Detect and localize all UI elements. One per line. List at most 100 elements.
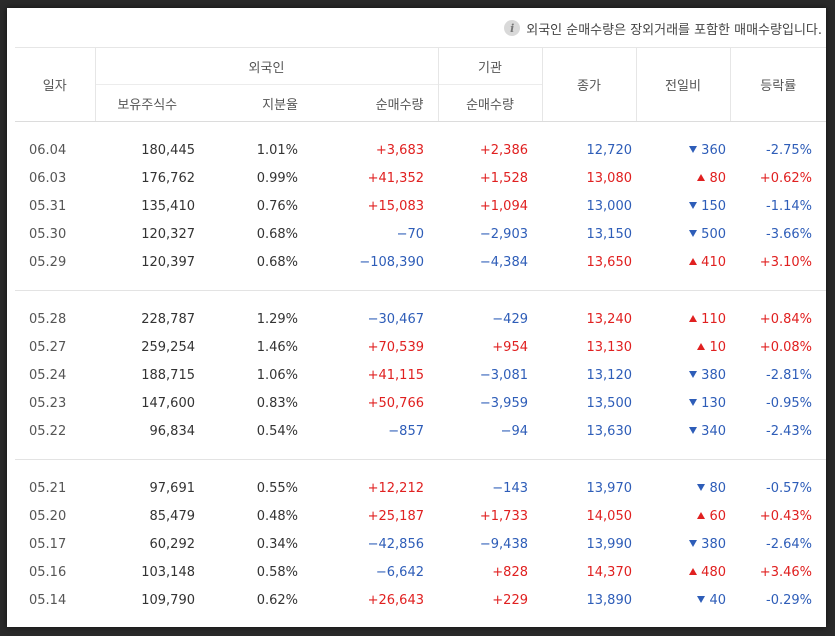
close-price-cell: 12,720 — [586, 142, 633, 158]
table-row: 06.04 180,445 1.01% +3,683 +2,386 12,720 360 -2… — [15, 136, 826, 164]
change-rate-cell: -0.57% — [766, 480, 812, 496]
foreign-net-cell: +15,083 — [367, 198, 424, 214]
group-spacer — [15, 445, 826, 460]
close-price-cell: 13,970 — [586, 480, 633, 496]
shares-held-cell: 228,787 — [141, 311, 195, 327]
change-cell: 10 — [636, 333, 730, 361]
header-institution: 기관 — [437, 47, 542, 85]
change-rate-cell: +0.84% — [759, 311, 812, 327]
divider-line — [15, 290, 826, 291]
change-rate-cell: -2.81% — [766, 367, 812, 383]
change-rate-cell: -0.29% — [766, 592, 812, 608]
table-body: 06.04 180,445 1.01% +3,683 +2,386 12,720 360 -2… — [15, 122, 826, 628]
change-cell: 80 — [636, 164, 730, 192]
change-value: 80 — [709, 480, 726, 496]
group-spacer — [15, 276, 826, 291]
change-rate-cell: +3.10% — [759, 254, 812, 270]
change-value: 80 — [709, 170, 726, 186]
notice-bar: i 외국인 순매수량은 장외거래를 포함한 매매수량입니다. — [504, 18, 822, 38]
close-price-cell: 13,000 — [586, 198, 633, 214]
header-date: 일자 — [15, 47, 95, 122]
change-value: 130 — [701, 395, 726, 411]
table-row: 05.21 97,691 0.55% +12,212 −143 13,970 80 -0.57… — [15, 474, 826, 502]
table-row: 05.16 103,148 0.58% −6,642 +828 14,370 480 +3.4… — [15, 558, 826, 586]
inst-net-cell: +1,528 — [479, 170, 528, 186]
date-cell: 05.28 — [29, 311, 67, 327]
shares-held-cell: 188,715 — [141, 367, 195, 383]
date-cell: 06.04 — [29, 142, 67, 158]
info-icon[interactable]: i — [504, 20, 521, 36]
close-price-cell: 13,990 — [586, 536, 633, 552]
change-rate-cell: -2.64% — [766, 536, 812, 552]
close-price-cell: 13,080 — [586, 170, 633, 186]
investor-trading-panel: i 외국인 순매수량은 장외거래를 포함한 매매수량입니다. 일자 외국인 기관… — [7, 8, 826, 627]
change-rate-cell: -0.95% — [766, 395, 812, 411]
triangle-down-icon — [697, 595, 706, 603]
close-price-cell: 13,120 — [586, 367, 633, 383]
shares-held-cell: 60,292 — [149, 536, 196, 552]
change-rate-cell: -2.75% — [766, 142, 812, 158]
change-cell: 380 — [636, 361, 730, 389]
change-cell: 40 — [636, 586, 730, 614]
date-cell: 05.29 — [29, 254, 67, 270]
table-row: 05.23 147,600 0.83% +50,766 −3,959 13,500 130 -… — [15, 389, 826, 417]
foreign-net-cell: +50,766 — [367, 395, 424, 411]
shares-held-cell: 180,445 — [141, 142, 195, 158]
table-row: 05.22 96,834 0.54% −857 −94 13,630 340 -2.43% — [15, 417, 826, 445]
change-cell: 340 — [636, 417, 730, 445]
table-row: 05.31 135,410 0.76% +15,083 +1,094 13,000 150 -… — [15, 192, 826, 220]
inst-net-cell: +2,386 — [479, 142, 528, 158]
divider-line — [15, 459, 826, 460]
header-inst-net: 순매수량 — [437, 84, 542, 122]
table-row: 06.03 176,762 0.99% +41,352 +1,528 13,080 80 +0… — [15, 164, 826, 192]
change-value: 380 — [701, 536, 726, 552]
change-value: 480 — [701, 564, 726, 580]
close-price-cell: 13,630 — [586, 423, 633, 439]
table-row: 05.27 259,254 1.46% +70,539 +954 13,130 10 +0.0… — [15, 333, 826, 361]
shares-held-cell: 147,600 — [141, 395, 195, 411]
table-row: 05.28 228,787 1.29% −30,467 −429 13,240 110 +0.… — [15, 305, 826, 333]
inst-net-cell: −9,438 — [479, 536, 528, 552]
change-rate-cell: -2.43% — [766, 423, 812, 439]
change-value: 110 — [701, 311, 726, 327]
foreign-net-cell: −70 — [396, 226, 424, 242]
inst-net-cell: +1,733 — [479, 508, 528, 524]
shares-held-cell: 259,254 — [141, 339, 195, 355]
holding-ratio-cell: 0.48% — [256, 508, 298, 524]
close-price-cell: 13,650 — [586, 254, 633, 270]
change-value: 360 — [701, 142, 726, 158]
shares-held-cell: 97,691 — [149, 480, 196, 496]
group-spacer — [15, 460, 826, 474]
change-cell: 380 — [636, 530, 730, 558]
shares-held-cell: 103,148 — [141, 564, 195, 580]
change-cell: 410 — [636, 248, 730, 276]
date-cell: 05.30 — [29, 226, 67, 242]
date-cell: 06.03 — [29, 170, 67, 186]
change-rate-cell: +0.62% — [759, 170, 812, 186]
close-price-cell: 14,370 — [586, 564, 633, 580]
foreign-net-cell: +70,539 — [367, 339, 424, 355]
triangle-up-icon — [689, 314, 698, 322]
triangle-down-icon — [689, 398, 698, 406]
shares-held-cell: 85,479 — [149, 508, 196, 524]
date-cell: 05.31 — [29, 198, 67, 214]
close-price-cell: 14,050 — [586, 508, 633, 524]
foreign-net-cell: +41,115 — [367, 367, 424, 383]
change-value: 150 — [701, 198, 726, 214]
inst-net-cell: +229 — [492, 592, 528, 608]
foreign-net-cell: +25,187 — [367, 508, 424, 524]
triangle-down-icon — [689, 201, 698, 209]
holding-ratio-cell: 0.58% — [256, 564, 298, 580]
header-rate: 등락률 — [729, 47, 826, 122]
header-foreign-net: 순매수량 — [312, 84, 438, 122]
holding-ratio-cell: 1.46% — [256, 339, 298, 355]
triangle-up-icon — [697, 173, 706, 181]
inst-net-cell: −94 — [500, 423, 528, 439]
table-row: 05.20 85,479 0.48% +25,187 +1,733 14,050 60 +0.… — [15, 502, 826, 530]
inst-net-cell: −143 — [492, 480, 528, 496]
change-cell: 110 — [636, 305, 730, 333]
header-shares-held: 보유주식수 — [94, 84, 199, 122]
date-cell: 05.24 — [29, 367, 67, 383]
change-value: 40 — [709, 592, 726, 608]
foreign-net-cell: −42,856 — [367, 536, 424, 552]
